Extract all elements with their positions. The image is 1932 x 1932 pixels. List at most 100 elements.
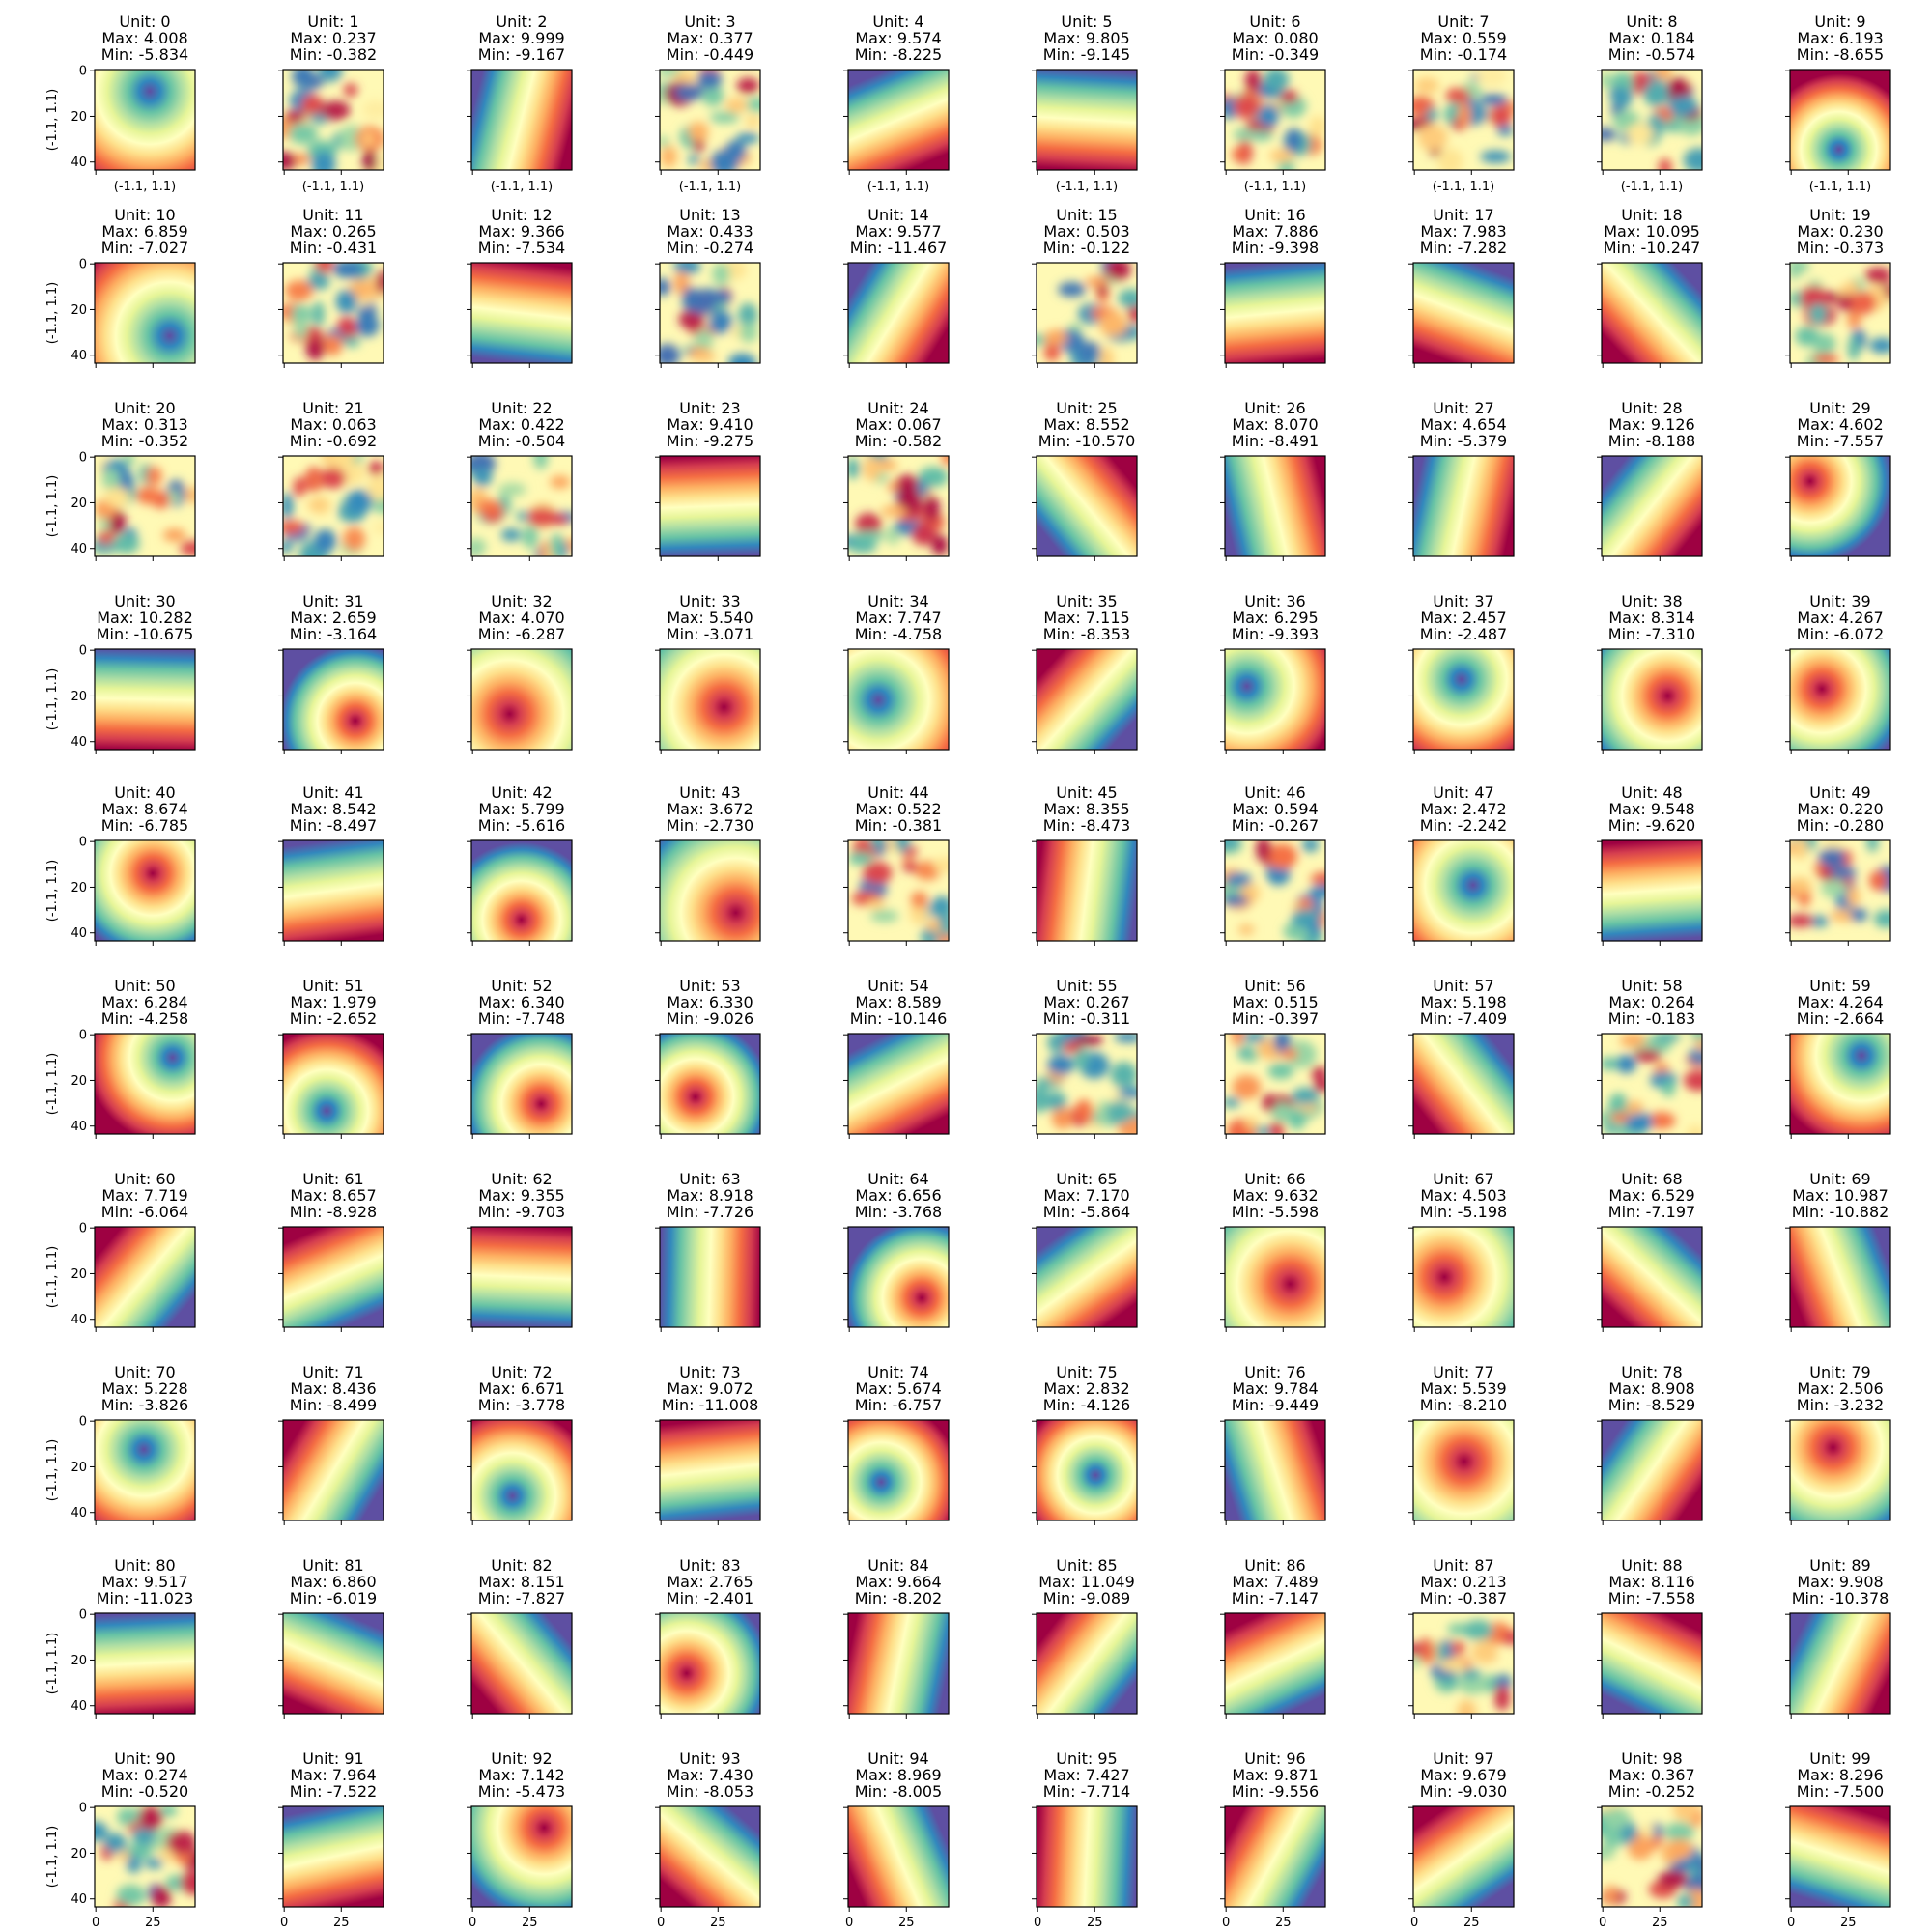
- heatmap-blob: [918, 467, 949, 488]
- heatmap-blob: [1602, 1057, 1620, 1070]
- heatmap-blob: [323, 334, 343, 356]
- panel-title-unit: Unit: 50: [114, 977, 175, 995]
- heatmap-blob: [376, 270, 384, 295]
- heatmap-blob: [1822, 840, 1843, 851]
- panel-title-unit: Unit: 73: [679, 1363, 740, 1381]
- heatmap-cells: [1602, 1034, 1702, 1134]
- heatmap-fill: [283, 649, 384, 750]
- heatmap-cells: [1225, 1806, 1325, 1907]
- heatmap-blob: [711, 289, 732, 304]
- panel-title-max: Max: 0.063: [290, 415, 376, 434]
- panel-title-max: Max: 0.080: [1232, 29, 1318, 47]
- heatmap-fill: [1037, 1420, 1137, 1520]
- panel-title-unit: Unit: 29: [1809, 399, 1870, 417]
- panel-title-min: Min: -0.692: [290, 432, 377, 450]
- heatmap-cells: [1037, 840, 1137, 941]
- heatmap-cells: [283, 70, 384, 170]
- heatmap-cells: [848, 1420, 949, 1520]
- heatmap-blob: [1496, 124, 1514, 136]
- panel-title-min: Min: -7.027: [101, 239, 188, 257]
- heatmap-blob: [1225, 895, 1249, 907]
- panel-title-unit: Unit: 96: [1244, 1749, 1305, 1768]
- panel-frame: [470, 839, 573, 942]
- heatmap-blob: [660, 136, 669, 148]
- y-tick-label: 20: [71, 110, 87, 125]
- heatmap-fill: [1790, 1613, 1890, 1714]
- panel-title-unit: Unit: 16: [1244, 206, 1305, 224]
- panel-title-max: Max: 7.427: [1043, 1766, 1129, 1784]
- panel-title-unit: Unit: 57: [1433, 977, 1493, 995]
- panel-title-min: Min: -5.198: [1420, 1203, 1507, 1221]
- heatmap-blob: [736, 132, 760, 144]
- panel-frame: [659, 839, 761, 942]
- panel-frame: [94, 648, 196, 751]
- y-tick-label: 40: [71, 1120, 87, 1134]
- panel-title-min: Min: -4.126: [1043, 1396, 1130, 1414]
- heatmap-cells: [660, 1227, 760, 1327]
- heatmap-blob: [1790, 877, 1812, 895]
- panel-frame: [1224, 262, 1326, 364]
- x-axis-label: (-1.1, 1.1): [491, 180, 553, 194]
- heatmap-blob: [869, 909, 899, 923]
- panel-frame: [94, 1033, 196, 1135]
- panel-title-max: Max: 4.264: [1797, 993, 1883, 1011]
- heatmap-fill: [1790, 1806, 1890, 1907]
- panel-title-min: Min: -10.146: [850, 1009, 948, 1028]
- heatmap-blob: [343, 83, 358, 97]
- panel-frame: [1412, 262, 1515, 364]
- panel-title-min: Min: -0.504: [478, 432, 565, 450]
- y-tick-label: 0: [79, 65, 87, 79]
- panel-frame: [847, 839, 950, 942]
- y-tick-label: 20: [71, 1847, 87, 1861]
- heatmap-fill: [1225, 1227, 1325, 1327]
- heatmap-cells: [848, 1613, 949, 1714]
- panel-title-min: Min: -2.664: [1797, 1009, 1884, 1028]
- panel-title-unit: Unit: 64: [867, 1170, 928, 1188]
- heatmap-cells: [471, 263, 572, 363]
- heatmap-fill: [1413, 1420, 1514, 1520]
- heatmap-blob: [1610, 1112, 1630, 1122]
- heatmap-cells: [1790, 649, 1890, 750]
- heatmap-blob: [1263, 70, 1290, 92]
- x-tick-label: 0: [1222, 1916, 1230, 1930]
- panel-title-unit: Unit: 45: [1056, 783, 1117, 802]
- panel-frame: [470, 1033, 573, 1135]
- panel-title-max: Max: 0.267: [1043, 993, 1129, 1011]
- panel-title-max: Max: 6.193: [1797, 29, 1883, 47]
- heatmap-blob: [1269, 149, 1294, 163]
- panel-frame: [847, 1033, 950, 1135]
- heatmap-blob: [1869, 337, 1890, 354]
- heatmap-blob: [848, 537, 877, 554]
- y-tick-label: 40: [71, 1699, 87, 1714]
- heatmap-blob: [1643, 80, 1670, 107]
- heatmap-fill: [471, 840, 572, 941]
- panel-title-min: Min: -9.089: [1043, 1589, 1130, 1607]
- heatmap-blob: [1687, 1124, 1702, 1134]
- y-axis-label: (-1.1, 1.1): [45, 860, 60, 922]
- heatmap-cells: [1413, 1034, 1514, 1134]
- panel-frame: [470, 455, 573, 557]
- panel-title-unit: Unit: 27: [1433, 399, 1493, 417]
- heatmap-blob: [288, 123, 319, 145]
- heatmap-blob: [673, 83, 704, 101]
- heatmap-blob: [867, 899, 886, 910]
- heatmap-blob: [144, 1858, 163, 1869]
- heatmap-blob: [162, 528, 186, 542]
- heatmap-blob: [1037, 1086, 1050, 1113]
- panel-title-min: Min: -10.675: [97, 625, 194, 643]
- heatmap-blob: [1608, 1093, 1629, 1119]
- panel-title-max: Max: 8.674: [101, 800, 187, 818]
- heatmap-cells: [1413, 70, 1514, 170]
- heatmap-blob: [691, 351, 716, 363]
- panel-title-unit: Unit: 92: [491, 1749, 552, 1768]
- panel-title-min: Min: -9.030: [1420, 1782, 1507, 1801]
- panel-title-unit: Unit: 56: [1244, 977, 1305, 995]
- heatmap-blob: [881, 505, 908, 518]
